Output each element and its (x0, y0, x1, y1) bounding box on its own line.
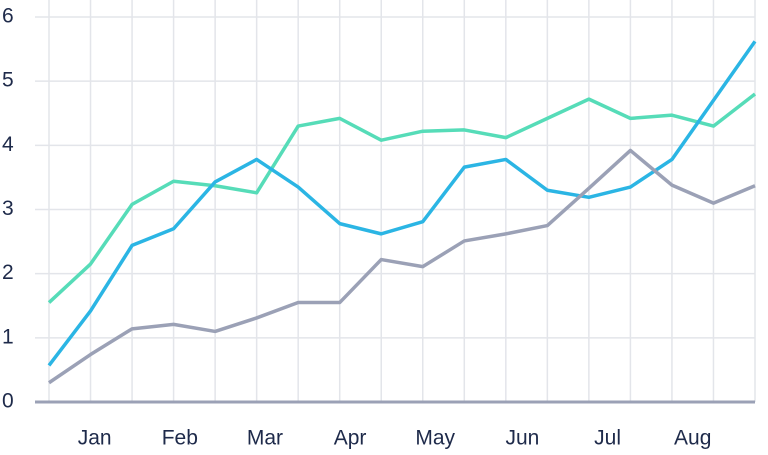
series-line (47, 92, 757, 304)
y-tick-label: 0 (2, 390, 14, 413)
x-tick-label: Jul (594, 427, 621, 450)
y-tick-label: 4 (2, 133, 14, 156)
x-tick-label: Aug (674, 427, 711, 450)
series-line (47, 40, 757, 367)
x-tick-label: Apr (334, 427, 367, 450)
y-tick-label: 2 (2, 261, 14, 284)
y-tick-label: 5 (2, 69, 14, 92)
x-tick-label: Mar (247, 427, 283, 450)
y-tick-label: 1 (2, 325, 14, 348)
x-tick-label: Feb (162, 427, 198, 450)
x-tick-label: Jan (78, 427, 112, 450)
y-tick-label: 6 (2, 5, 14, 28)
x-tick-label: Jun (506, 427, 540, 450)
y-tick-label: 3 (2, 197, 14, 220)
series-line (48, 148, 756, 385)
x-tick-label: May (415, 427, 455, 450)
